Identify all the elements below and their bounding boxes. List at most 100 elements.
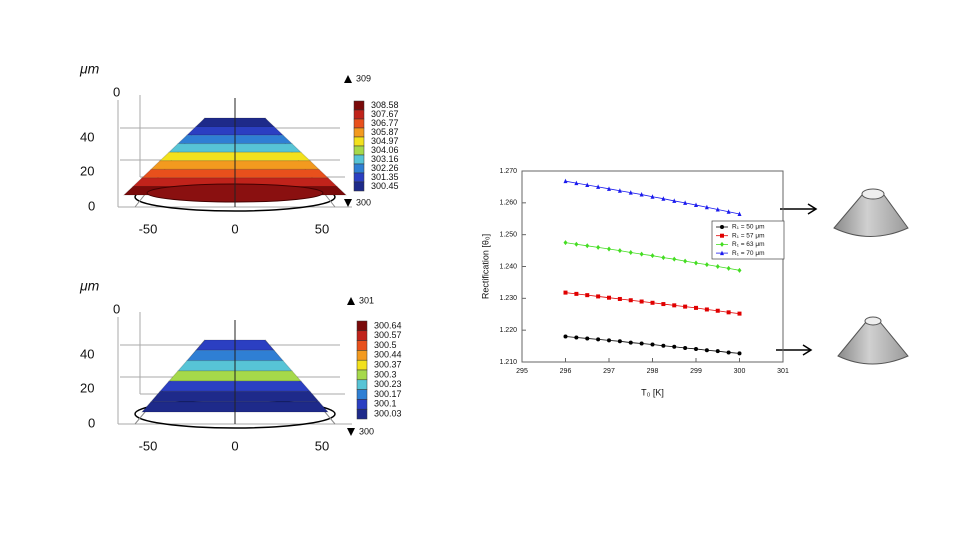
data-point bbox=[607, 295, 611, 300]
x-tick-label: 295 bbox=[516, 368, 528, 375]
colorbar-swatch bbox=[356, 379, 368, 390]
colorbar-swatch bbox=[356, 340, 368, 351]
data-point bbox=[715, 308, 720, 313]
data-point bbox=[715, 207, 720, 212]
colorbar-swatch bbox=[353, 100, 365, 111]
colorbar-label: 304.06 bbox=[371, 145, 399, 155]
data-point bbox=[683, 304, 688, 309]
min-marker bbox=[344, 199, 352, 207]
data-point bbox=[726, 209, 731, 214]
data-point bbox=[628, 190, 633, 195]
data-point bbox=[704, 262, 709, 268]
data-point bbox=[596, 337, 601, 342]
colorbar-label: 300.03 bbox=[374, 408, 402, 418]
y-tick-label: 1.210 bbox=[499, 359, 517, 366]
colorbar-label: 308.58 bbox=[371, 100, 399, 110]
y-tick-label: 1.230 bbox=[499, 295, 517, 302]
y-axis-label: Rectification [θ₀] bbox=[480, 234, 490, 299]
data-point bbox=[726, 265, 731, 271]
colorbar-swatch bbox=[353, 154, 365, 165]
z-tick-label: 40 bbox=[80, 129, 94, 144]
colorbar-label: 300.57 bbox=[374, 330, 402, 340]
data-point bbox=[628, 249, 633, 255]
data-point bbox=[607, 246, 611, 252]
data-point bbox=[683, 200, 688, 205]
cone-small bbox=[776, 316, 909, 365]
data-point bbox=[694, 346, 698, 351]
y-tick-label: 1.220 bbox=[499, 327, 517, 334]
data-point bbox=[574, 291, 579, 296]
data-point bbox=[704, 204, 709, 210]
colorbar-label: 302.26 bbox=[371, 163, 399, 173]
colorbar-swatch bbox=[353, 136, 365, 147]
data-point bbox=[661, 343, 666, 348]
data-point bbox=[639, 341, 644, 346]
colorbar-label: 305.87 bbox=[371, 127, 399, 137]
data-point bbox=[704, 307, 709, 312]
legend-marker bbox=[720, 250, 724, 256]
x-tick-label: 301 bbox=[777, 368, 789, 375]
x-axis-label: T₀ [K] bbox=[641, 387, 664, 397]
data-point bbox=[661, 255, 666, 261]
x-tick-label: 298 bbox=[647, 368, 659, 375]
legend-marker bbox=[720, 241, 724, 247]
data-point bbox=[694, 305, 698, 310]
colorbar-swatch bbox=[356, 320, 368, 332]
colorbar-swatch bbox=[356, 389, 368, 400]
data-point bbox=[628, 340, 633, 345]
x-tick-label: 300 bbox=[734, 368, 746, 375]
max-marker bbox=[347, 297, 355, 305]
min-marker bbox=[347, 428, 355, 436]
data-point bbox=[617, 188, 622, 193]
z-tick-label: 40 bbox=[80, 346, 94, 361]
z-tick-label: 0 bbox=[113, 301, 120, 316]
cone-large bbox=[780, 188, 909, 237]
data-point bbox=[650, 342, 655, 347]
z-tick-label: 0 bbox=[113, 84, 120, 99]
colorbar-swatch bbox=[356, 330, 368, 341]
data-point bbox=[672, 256, 677, 262]
data-point bbox=[715, 264, 720, 269]
colorbar-swatch bbox=[356, 399, 368, 410]
legend-label: R₁ = 57 μm bbox=[732, 232, 765, 239]
legend-label: R₁ = 63 μm bbox=[732, 241, 765, 248]
x-tick-label: 0 bbox=[231, 221, 238, 236]
unit-label: μm bbox=[79, 61, 100, 77]
colorbar-swatch bbox=[353, 109, 365, 120]
colorbar-label: 303.16 bbox=[371, 154, 399, 164]
colorbar-label: 300.17 bbox=[374, 389, 402, 399]
x-tick-label: 50 bbox=[315, 438, 329, 453]
legend-label: R₁ = 70 μm bbox=[732, 250, 765, 257]
data-point bbox=[607, 186, 611, 191]
data-point bbox=[596, 294, 601, 299]
data-point bbox=[726, 350, 731, 355]
colorbar-swatch bbox=[353, 163, 365, 174]
data-point bbox=[585, 243, 590, 249]
colorbar-label: 300.44 bbox=[374, 350, 402, 360]
data-point bbox=[563, 240, 568, 246]
z-tick-label: 0 bbox=[88, 415, 95, 430]
x-tick-label: 297 bbox=[603, 368, 615, 375]
max-marker bbox=[344, 75, 352, 83]
colorbar-label: 300.23 bbox=[374, 379, 402, 389]
data-point bbox=[704, 348, 709, 353]
y-tick-label: 1.270 bbox=[499, 168, 517, 175]
plot-frame bbox=[521, 170, 784, 363]
data-point bbox=[694, 202, 698, 208]
max-label: 301 bbox=[359, 295, 374, 305]
colorbar-label: 300.1 bbox=[374, 399, 397, 409]
colorbar-label: 301.35 bbox=[371, 172, 399, 182]
data-point bbox=[563, 334, 568, 339]
data-point bbox=[683, 258, 688, 264]
y-tick-label: 1.260 bbox=[499, 200, 517, 207]
data-point bbox=[650, 300, 655, 305]
colorbar-swatch bbox=[353, 118, 365, 129]
max-label: 309 bbox=[356, 73, 371, 83]
colorbar-swatch bbox=[356, 350, 368, 361]
data-point bbox=[574, 180, 579, 186]
data-point bbox=[672, 344, 677, 349]
colorbar-label: 300.5 bbox=[374, 340, 397, 350]
